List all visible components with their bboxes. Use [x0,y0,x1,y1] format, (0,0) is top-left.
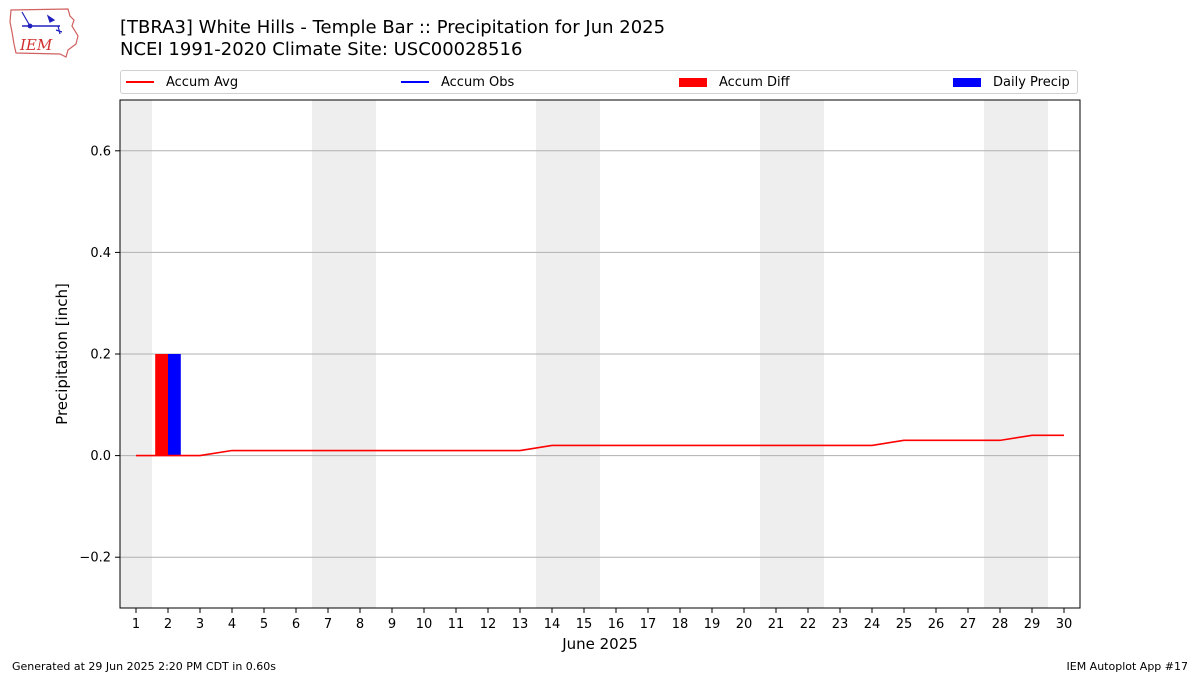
footer-generated: Generated at 29 Jun 2025 2:20 PM CDT in … [12,660,277,673]
y-axis-label: Precipitation [inch] [53,283,71,425]
x-tick-label: 29 [1024,617,1041,632]
bar-daily-precip [168,354,181,456]
legend-item-accum-obs: Accum Obs [401,74,514,90]
x-tick-label: 24 [864,617,881,632]
x-tick-label: 22 [800,617,817,632]
y-tick-label: −0.2 [79,551,111,566]
x-tick-label: 11 [448,617,465,632]
x-tick-label: 2 [164,617,172,632]
chart-title: [TBRA3] White Hills - Temple Bar :: Prec… [120,17,666,38]
legend-swatch [953,77,981,87]
legend-label: Daily Precip [993,74,1070,90]
x-tick-label: 6 [292,617,300,632]
y-tick-label: 0.6 [90,144,111,159]
series-line-accum-avg [136,434,1064,457]
legend-swatch [401,81,429,83]
legend-item-daily-precip: Daily Precip [953,74,1070,90]
chart-subtitle: NCEI 1991-2020 Climate Site: USC00028516 [120,39,523,60]
legend-label: Accum Avg [166,74,239,90]
wind-barb-icon [21,11,63,35]
x-tick-label: 5 [260,617,268,632]
x-tick-label: 30 [1056,617,1073,632]
x-tick-label: 27 [960,617,977,632]
x-tick-label: 14 [544,617,561,632]
x-tick-label: 20 [736,617,753,632]
bars [155,354,181,456]
x-tick-label: 10 [416,617,433,632]
legend-swatch [126,81,154,83]
x-tick-label: 4 [228,617,236,632]
x-tick-label: 13 [512,617,529,632]
logo-text: IEM [19,36,53,54]
legend-swatch [679,77,707,87]
x-axis: 1 2 3 4 5 6 7 8 9 10 11 12 13 14 15 16 17 18 19 20 21 22 23 24 2… [132,608,1072,632]
legend-label: Accum Diff [719,74,790,90]
x-tick-label: 18 [672,617,689,632]
y-tick-label: 0.2 [90,348,111,363]
x-tick-label: 1 [132,617,140,632]
legend-item-accum-avg: Accum Avg [126,74,238,90]
x-tick-label: 23 [832,617,849,632]
x-tick-label: 28 [992,617,1009,632]
x-axis-label: June 2025 [561,635,638,653]
x-tick-label: 12 [480,617,497,632]
x-tick-label: 3 [196,617,204,632]
legend-label: Accum Obs [441,74,515,90]
footer-app: IEM Autoplot App #17 [1066,660,1189,673]
x-tick-label: 15 [576,617,593,632]
x-tick-label: 8 [356,617,364,632]
legend-item-accum-diff: Accum Diff [679,74,790,90]
x-tick-label: 26 [928,617,945,632]
x-tick-label: 9 [388,617,396,632]
lines [136,434,1064,457]
y-axis: −0.2 0.0 0.2 0.4 0.6 [79,144,120,566]
x-tick-label: 17 [640,617,657,632]
iem-logo: IEM [9,8,79,58]
x-tick-label: 19 [704,617,721,632]
x-tick-label: 16 [608,617,625,632]
gridlines [120,150,1080,558]
x-tick-label: 21 [768,617,785,632]
x-tick-label: 25 [896,617,913,632]
bar-accum-diff [155,354,168,456]
legend: Accum Avg Accum Obs Accum Diff Daily Pre… [120,70,1078,94]
x-tick-label: 7 [324,617,332,632]
y-tick-label: 0.4 [90,246,111,261]
y-tick-label: 0.0 [90,449,111,464]
